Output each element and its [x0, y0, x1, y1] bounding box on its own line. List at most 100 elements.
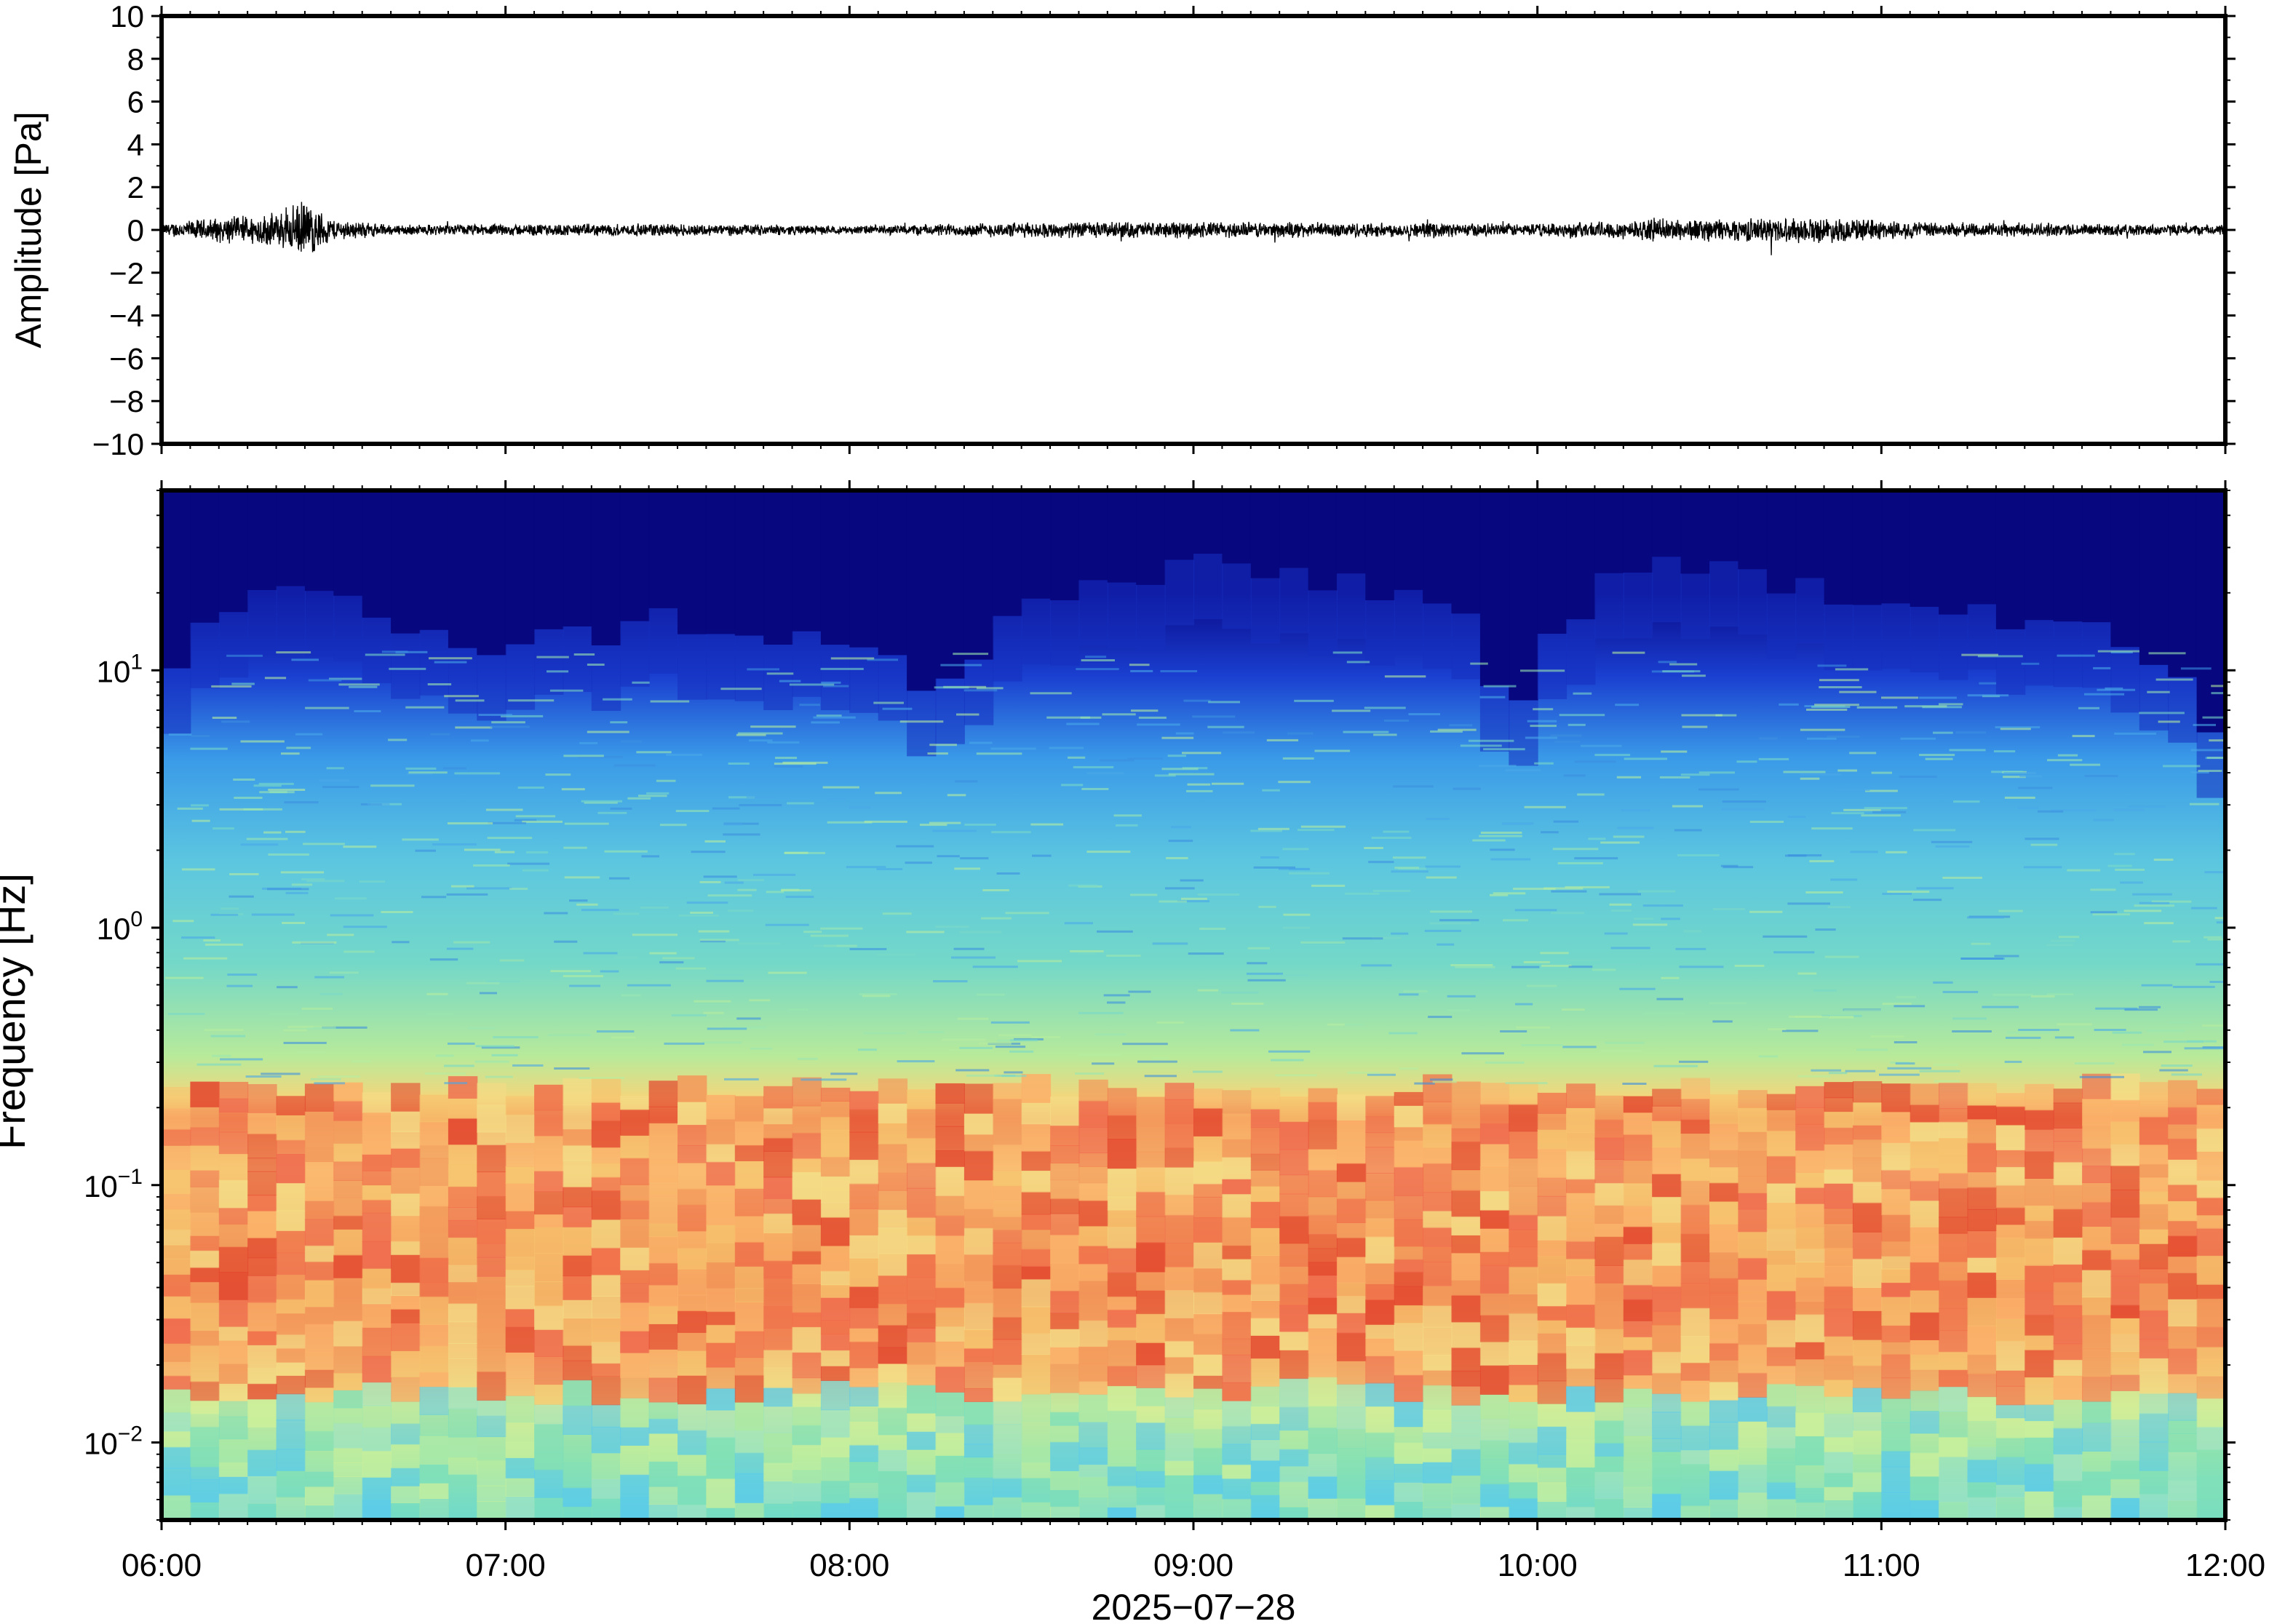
spectrogram-streak: [338, 683, 380, 686]
spectrogram-streak: [849, 806, 871, 809]
spectrogram-streak: [172, 920, 194, 923]
spectrogram-cell: [849, 1235, 879, 1259]
spectrogram-streak: [1681, 714, 1722, 717]
spectrogram-streak: [1925, 757, 1953, 760]
spectrogram-streak: [1168, 840, 1193, 843]
spectrogram-cell: [190, 1330, 220, 1346]
spectrogram-streak: [929, 744, 957, 747]
spectrogram-cell: [391, 1083, 421, 1112]
spectrogram-streak: [1887, 1067, 1932, 1070]
spectrogram-cell: [362, 1241, 392, 1269]
spectrogram-streak: [448, 1042, 475, 1045]
spectrogram-streak: [1795, 1016, 1822, 1018]
spectrogram-cell: [534, 1452, 564, 1470]
spectrogram-cell: [162, 1129, 191, 1146]
spectrogram-cell: [2024, 1349, 2054, 1378]
spectrogram-streak: [611, 1036, 636, 1039]
spectrogram-cell: [477, 1145, 506, 1173]
spectrogram-cell: [1939, 1436, 1968, 1457]
spectrogram-cell: [304, 1161, 335, 1188]
spectrogram-cell: [1451, 1475, 1481, 1505]
spectrogram-streak: [1722, 800, 1766, 803]
amplitude-y-tick-label: 2: [127, 170, 144, 204]
spectrogram-cell: [878, 1470, 908, 1499]
spectrogram-streak: [610, 721, 628, 724]
spectrogram-streak: [2094, 1029, 2126, 1031]
spectrogram-cell: [419, 1121, 449, 1146]
spectrogram-cell: [563, 1299, 592, 1319]
spectrogram-cell: [1021, 1332, 1052, 1355]
spectrogram-cell: [648, 1195, 678, 1224]
spectrogram-streak: [1933, 1064, 1959, 1067]
spectrogram-streak: [1624, 757, 1667, 760]
spectrogram-high-freq-cap: [1336, 490, 1367, 574]
spectrogram-streak: [2051, 809, 2097, 812]
spectrogram-streak: [2146, 1030, 2185, 1032]
spectrogram-cell: [1250, 1494, 1281, 1520]
spectrogram-cell: [1881, 1268, 1911, 1283]
spectrogram-streak: [959, 1046, 993, 1049]
spectrogram-cell: [1136, 1126, 1166, 1153]
spectrogram-streak: [882, 912, 912, 915]
spectrogram-cell: [2139, 1393, 2169, 1414]
spectrogram-cell: [1021, 1420, 1052, 1448]
spectrogram-cell: [849, 1406, 879, 1422]
spectrogram-cell: [276, 1313, 306, 1335]
spectrogram-streak: [359, 880, 385, 883]
spectrogram-cell: [1021, 1214, 1052, 1230]
spectrogram-cell: [1423, 1369, 1453, 1386]
spectrogram-cell: [1680, 1307, 1710, 1337]
spectrogram-streak: [859, 993, 897, 995]
x-tick-label: 12:00: [2185, 1548, 2265, 1583]
spectrogram-high-freq-cap: [849, 490, 879, 648]
spectrogram-cell: [620, 1427, 650, 1446]
spectrogram-high-freq-cap: [2196, 490, 2225, 733]
spectrogram-cell: [993, 1229, 1022, 1243]
spectrogram-streak: [240, 740, 285, 743]
spectrogram-cell: [1738, 1301, 1768, 1324]
spectrogram-edge-shade: [1164, 560, 1194, 626]
spectrogram-cell: [849, 1183, 879, 1209]
spectrogram-cell: [1881, 1325, 1911, 1342]
spectrogram-cell: [706, 1143, 736, 1163]
spectrogram-cell: [1537, 1195, 1567, 1217]
spectrogram-cell: [993, 1242, 1022, 1266]
spectrogram-cell: [162, 1296, 191, 1319]
spectrogram-streak: [1998, 909, 2023, 912]
spectrogram-cell: [477, 1218, 506, 1244]
spectrogram-streak: [875, 792, 902, 795]
spectrogram-streak: [1977, 655, 2023, 658]
spectrogram-streak: [2189, 803, 2220, 805]
spectrogram-streak: [1468, 739, 1514, 742]
spectrogram-cell: [1709, 1470, 1739, 1500]
spectrogram-streak: [1102, 713, 1136, 716]
spectrogram-streak: [932, 829, 977, 832]
spectrogram-streak: [723, 833, 760, 836]
spectrogram-cell: [1680, 1261, 1710, 1284]
spectrogram-cell: [1738, 1464, 1768, 1494]
spectrogram-streak: [675, 810, 710, 813]
spectrogram-cell: [1881, 1111, 1911, 1128]
amplitude-y-tick-label: −4: [109, 299, 144, 333]
spectrogram-streak: [204, 1029, 244, 1032]
spectrogram-cell: [620, 1330, 650, 1353]
spectrogram-cell: [820, 1176, 851, 1203]
spectrogram-streak: [370, 784, 415, 787]
spectrogram-streak: [1268, 1050, 1311, 1053]
spectrogram-cell: [362, 1356, 392, 1383]
spectrogram-cell: [2168, 1420, 2198, 1434]
spectrogram-streak: [1736, 760, 1757, 763]
spectrogram-cell: [907, 1474, 937, 1493]
spectrogram-cell: [2139, 1283, 2169, 1311]
spectrogram-cell: [1824, 1286, 1853, 1310]
spectrogram-streak: [1485, 1061, 1525, 1064]
spectrogram-streak: [714, 974, 744, 976]
spectrogram-streak: [1953, 800, 1980, 803]
spectrogram-high-freq-cap: [1766, 490, 1797, 594]
spectrogram-cell: [1107, 1196, 1137, 1211]
spectrogram-streak: [526, 851, 549, 853]
spectrogram-streak: [2128, 805, 2166, 808]
spectrogram-cell: [1594, 1265, 1624, 1283]
spectrogram-cell: [763, 1278, 793, 1307]
spectrogram-streak: [728, 763, 750, 765]
